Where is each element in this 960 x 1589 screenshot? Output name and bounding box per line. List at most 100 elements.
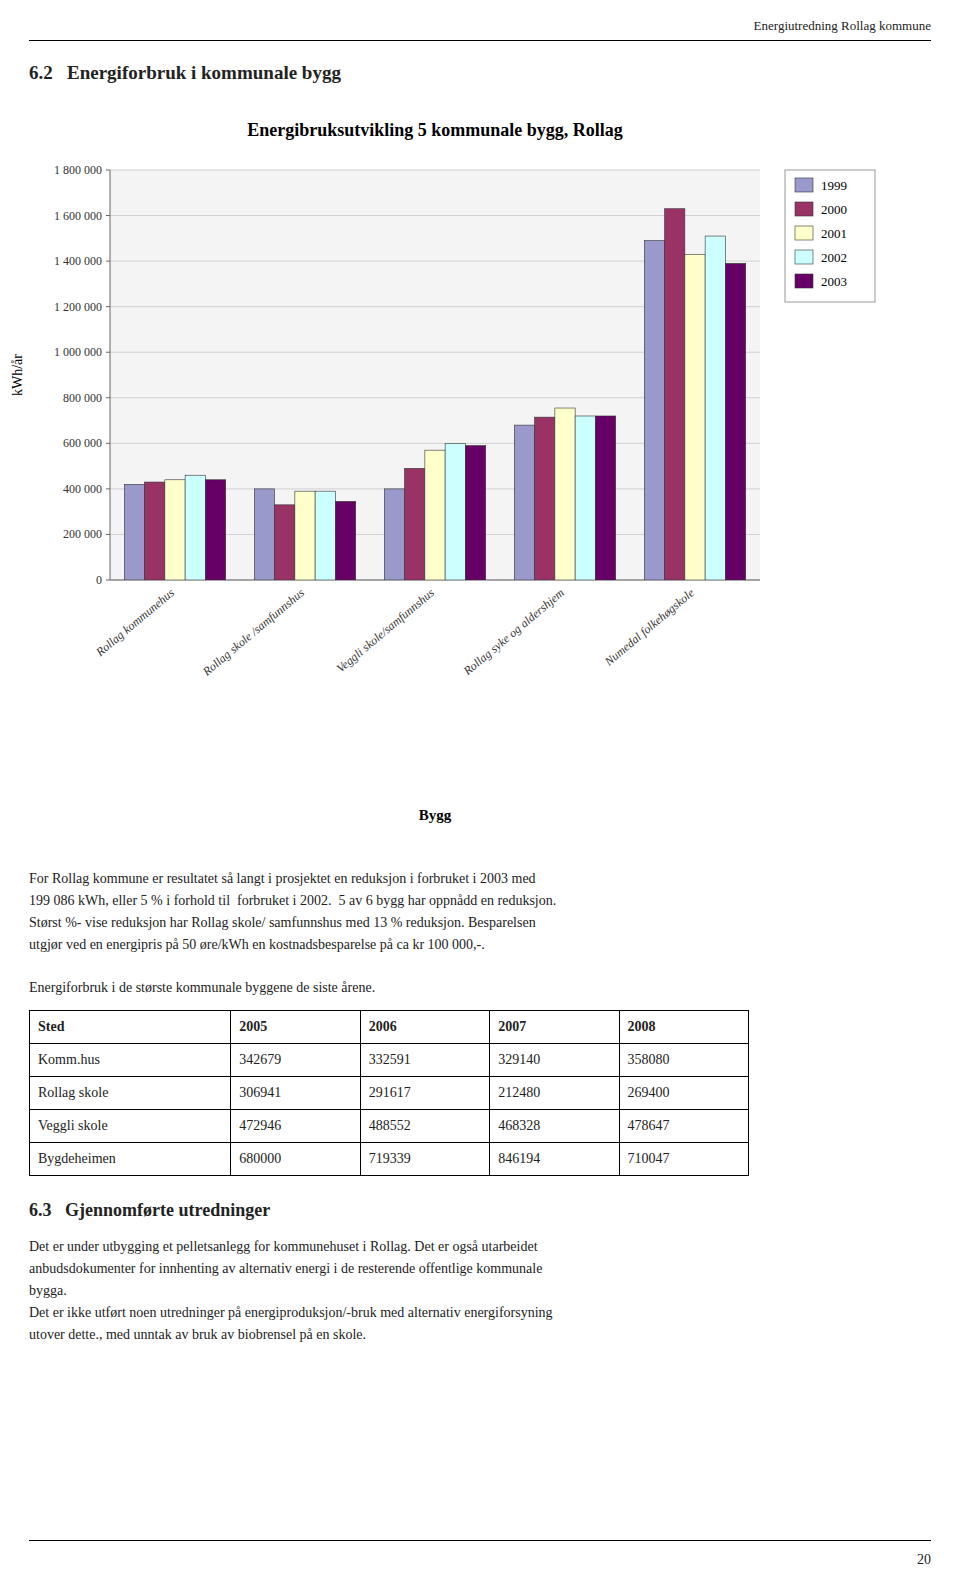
grid-line bbox=[110, 215, 760, 216]
table-cell: 269400 bbox=[619, 1077, 748, 1110]
y-tick-label: 1 000 000 bbox=[54, 345, 102, 359]
header-text: Energiutredning Rollag kommune bbox=[754, 18, 931, 34]
chart: Energibruksutvikling 5 kommunale bygg, R… bbox=[0, 100, 960, 850]
bar bbox=[165, 480, 185, 580]
table-header: Sted bbox=[30, 1011, 231, 1044]
y-tick-label: 1 400 000 bbox=[54, 254, 102, 268]
y-tick bbox=[106, 488, 110, 489]
table-cell: 329140 bbox=[490, 1044, 619, 1077]
y-tick bbox=[106, 170, 110, 171]
y-tick-label: 1 200 000 bbox=[54, 300, 102, 314]
bar bbox=[335, 501, 355, 580]
bar bbox=[705, 236, 725, 580]
grid-line bbox=[110, 170, 760, 171]
table-cell: Komm.hus bbox=[30, 1044, 231, 1077]
table-cell: 342679 bbox=[231, 1044, 360, 1077]
section-heading: 6.2 Energiforbruk i kommunale bygg bbox=[29, 62, 341, 84]
y-tick-label: 200 000 bbox=[63, 527, 102, 541]
bar bbox=[575, 416, 595, 580]
bar bbox=[425, 450, 445, 580]
table-cell: 719339 bbox=[360, 1143, 489, 1176]
table-cell: 472946 bbox=[231, 1110, 360, 1143]
x-axis-label: Bygg bbox=[419, 807, 452, 823]
chart-title: Energibruksutvikling 5 kommunale bygg, R… bbox=[247, 120, 623, 140]
bar bbox=[315, 491, 335, 580]
bar bbox=[185, 475, 205, 580]
table-cell: 478647 bbox=[619, 1110, 748, 1143]
table-row: Komm.hus342679332591329140358080 bbox=[30, 1044, 749, 1077]
page-number: 20 bbox=[917, 1552, 931, 1568]
bar bbox=[445, 443, 465, 580]
bar bbox=[124, 484, 144, 580]
section-text: Det er under utbygging et pelletsanlegg … bbox=[29, 1236, 931, 1346]
table-header: 2007 bbox=[490, 1011, 619, 1044]
table-header: 2008 bbox=[619, 1011, 748, 1044]
bar bbox=[205, 480, 225, 580]
bars bbox=[124, 209, 745, 580]
y-tick bbox=[106, 306, 110, 307]
bar bbox=[644, 241, 664, 580]
y-tick-label: 0 bbox=[96, 573, 102, 587]
bar bbox=[295, 491, 315, 580]
table-cell: Rollag skole bbox=[30, 1077, 231, 1110]
table-header-row: Sted2005200620072008 bbox=[30, 1011, 749, 1044]
legend: 1999 2000 2001 2002 2003 bbox=[785, 170, 875, 302]
y-tick bbox=[106, 443, 110, 444]
paragraph: For Rollag kommune er resultatet så lang… bbox=[29, 868, 931, 956]
y-tick bbox=[106, 261, 110, 262]
bar bbox=[725, 263, 745, 580]
x-tick-label: Rollag kommunehus bbox=[92, 585, 177, 659]
table-cell: 488552 bbox=[360, 1110, 489, 1143]
y-tick bbox=[106, 534, 110, 535]
table-cell: Bygdeheimen bbox=[30, 1143, 231, 1176]
y-tick bbox=[106, 352, 110, 353]
bar bbox=[465, 446, 485, 580]
y-tick bbox=[106, 580, 110, 581]
y-tick-label: 1 800 000 bbox=[54, 163, 102, 177]
legend-swatch bbox=[795, 178, 813, 192]
table-cell: Veggli skole bbox=[30, 1110, 231, 1143]
table-cell: 291617 bbox=[360, 1077, 489, 1110]
y-axis-label: kWh/år bbox=[10, 354, 25, 396]
legend-swatch bbox=[795, 274, 813, 288]
x-tick-label: Rollag syke og aldershjem bbox=[460, 585, 567, 678]
bar bbox=[535, 417, 555, 580]
table-wrap: Sted2005200620072008Komm.hus342679332591… bbox=[29, 1010, 749, 1176]
footer-rule bbox=[29, 1540, 931, 1541]
table-cell: 846194 bbox=[490, 1143, 619, 1176]
y-tick bbox=[106, 397, 110, 398]
table-cell: 468328 bbox=[490, 1110, 619, 1143]
legend-swatch bbox=[795, 202, 813, 216]
y-axis-line bbox=[110, 170, 111, 580]
legend-label: 2003 bbox=[821, 274, 847, 289]
table-cell: 680000 bbox=[231, 1143, 360, 1176]
y-tick-label: 1 600 000 bbox=[54, 209, 102, 223]
bar bbox=[555, 408, 575, 580]
table: Sted2005200620072008Komm.hus342679332591… bbox=[29, 1010, 749, 1176]
y-tick-label: 600 000 bbox=[63, 436, 102, 450]
table-row: Veggli skole472946488552468328478647 bbox=[30, 1110, 749, 1143]
legend-swatch bbox=[795, 226, 813, 240]
header-rule bbox=[29, 40, 931, 41]
y-axis: 0200 000400 000600 000800 0001 000 0001 … bbox=[54, 163, 760, 587]
legend-label: 2000 bbox=[821, 202, 847, 217]
bar bbox=[685, 254, 705, 580]
bar bbox=[405, 468, 425, 580]
bar bbox=[254, 489, 274, 580]
legend-label: 2002 bbox=[821, 250, 847, 265]
legend-swatch bbox=[795, 250, 813, 264]
table-row: Rollag skole306941291617212480269400 bbox=[30, 1077, 749, 1110]
y-tick-label: 400 000 bbox=[63, 482, 102, 496]
bar bbox=[275, 505, 295, 580]
table-cell: 212480 bbox=[490, 1077, 619, 1110]
bar bbox=[514, 425, 534, 580]
x-tick-label: Numedal folkehøgskole bbox=[601, 585, 697, 669]
bar bbox=[595, 416, 615, 580]
table-header: 2005 bbox=[231, 1011, 360, 1044]
section-heading: 6.3 Gjennomførte utredninger bbox=[29, 1200, 270, 1221]
legend-label: 2001 bbox=[821, 226, 847, 241]
legend-label: 1999 bbox=[821, 178, 847, 193]
table-cell: 710047 bbox=[619, 1143, 748, 1176]
table-cell: 358080 bbox=[619, 1044, 748, 1077]
bar bbox=[665, 209, 685, 580]
